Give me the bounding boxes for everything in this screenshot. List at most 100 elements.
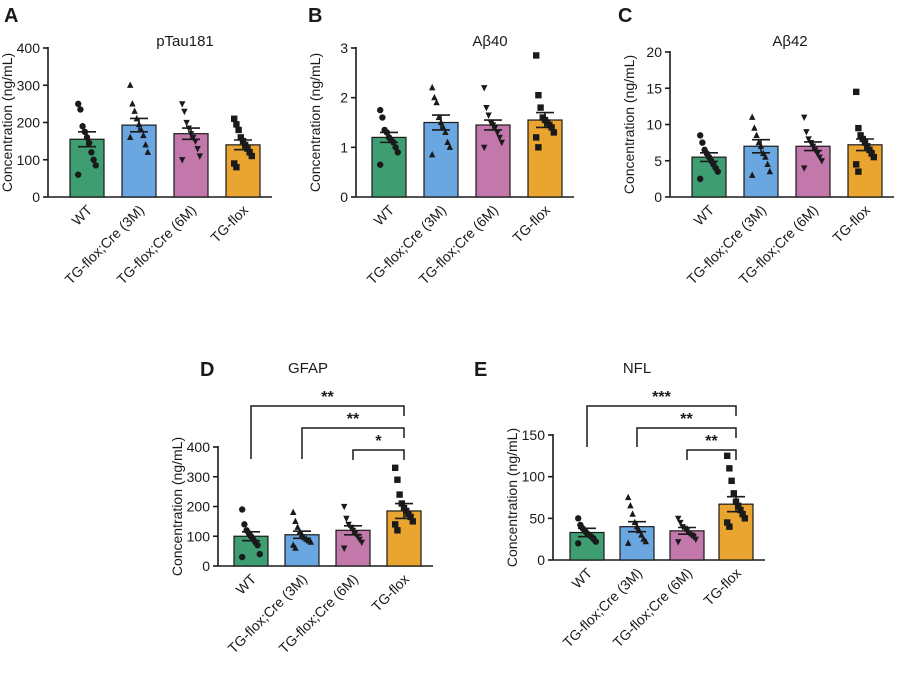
y-tick-label: 100 [522,469,546,485]
data-point [535,91,542,99]
data-point [81,128,89,136]
data-point [75,171,82,178]
data-point [92,162,100,169]
panel-title: Aβ42 [772,33,807,50]
data-point [575,515,582,522]
significance-bracket [636,427,737,447]
data-point [246,149,253,156]
data-point [625,539,632,546]
y-axis-label: Concentration (ng/mL) [0,53,15,192]
panel-title: GFAP [288,360,328,377]
data-point [144,148,151,155]
data-point [592,538,599,545]
x-category-label: WT [568,564,595,591]
y-axis-label: Concentration (ng/mL) [307,53,323,192]
y-tick-label: 0 [654,189,662,205]
data-point [429,150,436,158]
panel-letter: C [618,5,632,27]
data-point [864,143,871,150]
data-point [714,168,721,175]
data-point [801,165,808,172]
data-point [724,452,731,460]
data-point [383,129,390,136]
data-point [741,515,748,522]
panel-letter: D [200,359,214,381]
y-axis-label: Concentration (ng/mL) [504,428,520,567]
data-point [244,145,251,152]
data-point [764,160,771,167]
data-point [437,118,445,126]
data-point [290,508,297,516]
data-point [498,139,505,147]
data-point [254,541,261,549]
data-point [444,138,451,145]
data-point [766,167,773,175]
y-tick-label: 100 [187,528,211,544]
data-point [814,150,821,158]
y-tick-label: 400 [187,439,211,455]
data-point [190,134,197,142]
data-point [483,105,490,112]
y-tick-label: 400 [17,40,41,56]
y-tick-label: 300 [187,469,211,485]
data-point [341,503,348,511]
data-point [481,144,488,152]
x-category-label: TG-flox [700,565,744,609]
data-point [127,133,134,140]
data-point [196,153,203,160]
data-point [739,510,746,518]
data-point [868,150,875,157]
data-point [75,100,82,108]
bar-cre3m [284,534,320,567]
data-point [392,464,399,472]
panel-title: Aβ40 [472,33,507,50]
data-point [398,500,405,507]
data-point [861,139,869,146]
data-point [185,125,192,132]
data-point [730,490,737,497]
data-point [194,145,201,153]
data-point [294,523,301,530]
data-point [242,141,249,149]
y-tick-label: 100 [17,152,41,168]
data-point [377,161,384,168]
panel-c: C Aβ42 0 5 10 15 20 Concentration (ng/mL) WT TG-f… [618,5,894,287]
y-tick-label: 5 [654,153,662,169]
data-point [629,510,636,517]
data-point [805,136,812,143]
significance-label: *** [652,389,671,406]
data-point [859,135,866,143]
y-tick-label: 2 [340,90,348,106]
bar-cre6m [475,124,511,198]
x-category-label: WT [232,570,259,597]
data-point [433,98,440,106]
data-point [138,126,145,133]
data-point [394,476,401,483]
data-point [807,140,814,147]
data-point [697,132,704,139]
data-point [533,134,540,141]
data-point [537,104,544,111]
data-point [241,521,248,528]
data-point [728,477,735,485]
data-point [392,521,399,528]
panel-letter: B [308,5,322,27]
data-point [636,527,643,534]
significance-label: ** [347,411,360,428]
y-tick-label: 0 [537,552,545,568]
bar-wt [69,138,105,198]
data-point [446,143,453,150]
y-tick-label: 0 [32,189,40,205]
data-point [429,83,436,91]
y-tick-label: 1 [340,139,348,155]
data-point [233,121,240,128]
data-point [853,88,860,96]
panel-letter: E [474,359,487,381]
data-point [638,531,645,538]
data-point [129,100,136,107]
data-point [343,515,350,523]
data-point [494,129,501,137]
